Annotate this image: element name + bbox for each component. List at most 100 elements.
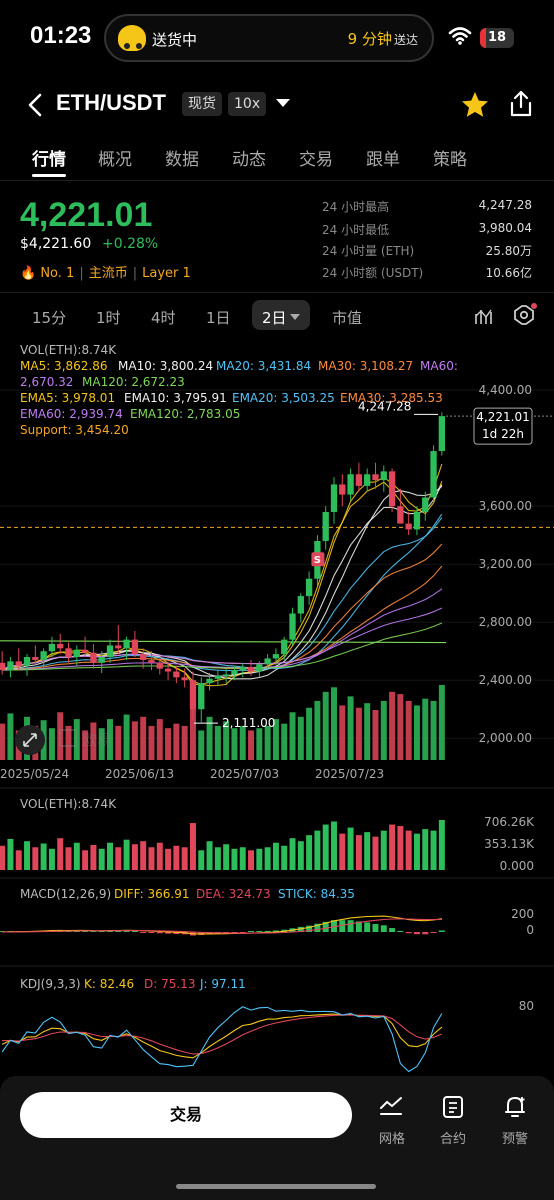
candle-2 [15, 661, 22, 666]
kdj-axis-80: 80 [519, 999, 534, 1013]
share-icon[interactable] [508, 90, 534, 118]
stat-low-value: 3,980.04 [478, 221, 532, 235]
current-price-tag [473, 407, 533, 445]
macd-bar-28 [231, 932, 238, 933]
favorite-star-icon[interactable] [460, 90, 490, 120]
contract-icon[interactable] [440, 1094, 466, 1120]
ema20-legend: EMA20: 3,503.25 [232, 391, 335, 405]
macd-bar-37 [306, 925, 313, 932]
tab-data[interactable]: 数据 [165, 150, 199, 170]
main-volume-bar-17 [140, 716, 147, 760]
vol-axis-mid: 353.13K [484, 837, 535, 851]
svg-text:欧易: 欧易 [82, 731, 112, 749]
kdj-d: D: 75.13 [144, 977, 195, 991]
alert-label[interactable]: 预警 [501, 1132, 528, 1147]
price-axis-label-0: 4,400.00 [479, 383, 532, 397]
contract-label[interactable]: 合约 [439, 1132, 466, 1147]
candle-8 [65, 648, 72, 658]
trade-button[interactable]: 交易 [20, 1092, 352, 1138]
tab-trade[interactable]: 交易 [299, 150, 333, 170]
category-link[interactable]: 主流币 [88, 266, 128, 281]
candle-25 [206, 678, 213, 684]
macd-bar-43 [355, 921, 362, 932]
grid-label[interactable]: 网格 [378, 1132, 405, 1147]
main-volume-bar-27 [223, 721, 230, 760]
alert-bell-icon[interactable] [502, 1094, 528, 1120]
volume-bar-52 [430, 830, 437, 870]
back-arrow-icon[interactable] [24, 92, 46, 118]
volume-bar-42 [347, 827, 354, 870]
candle-35 [289, 613, 296, 640]
candle-49 [405, 523, 412, 530]
fullscreen-icon[interactable] [15, 725, 45, 755]
macd-bar-46 [380, 925, 387, 932]
main-volume-bar-47 [389, 691, 396, 760]
volume-bar-31 [256, 848, 263, 870]
interval-2d[interactable]: 2日 [262, 309, 287, 327]
ma20-legend: MA20: 3,431.84 [216, 359, 311, 373]
main-volume-bar-35 [289, 712, 296, 760]
volume-bar-12 [98, 848, 105, 870]
tab-copy-trading[interactable]: 跟单 [366, 150, 400, 170]
delivery-live-activity[interactable]: 送货中 9 分钟 送达 [104, 14, 434, 62]
pair-dropdown-icon[interactable] [276, 99, 290, 107]
interval-1d[interactable]: 1日 [206, 309, 231, 327]
interval-15m[interactable]: 15分 [32, 309, 67, 327]
leverage-tag: 10x [228, 92, 267, 116]
tab-news[interactable]: 动态 [232, 150, 266, 170]
date-label-0: 2025/05/24 [0, 767, 69, 781]
volume-bar-14 [115, 847, 122, 870]
tab-strategy[interactable]: 策略 [433, 150, 467, 170]
candle-28 [231, 670, 238, 675]
volume-bar-39 [322, 824, 329, 870]
grid-icon[interactable] [378, 1094, 404, 1120]
main-volume-bar-23 [189, 689, 196, 760]
tab-market[interactable]: 行情 [32, 150, 66, 170]
interval-dropdown-icon[interactable] [290, 314, 300, 320]
volume-bar-9 [73, 842, 80, 870]
volume-bar-4 [32, 847, 39, 870]
interval-2d-selected[interactable] [252, 300, 310, 330]
volume-bar-11 [90, 845, 97, 870]
sell-marker [311, 552, 325, 567]
candle-43 [355, 474, 363, 486]
volume-bar-40 [331, 821, 337, 870]
trading-pair-title[interactable]: ETH/USDT [56, 90, 166, 115]
interval-4h[interactable]: 4时 [151, 309, 176, 327]
volume-bar-37 [306, 835, 313, 870]
main-volume-bar-45 [372, 710, 379, 760]
indicator-icon[interactable] [474, 306, 494, 326]
candle-40 [330, 484, 338, 512]
main-volume-bar-7 [57, 712, 64, 760]
kline-chart[interactable]: 4,400.00 3,600.00 3,200.00 2,800.00 2,400.00… [0, 340, 554, 1075]
volume-bar-38 [314, 830, 321, 870]
ma-line-8 [2, 588, 443, 671]
chart-settings-icon[interactable] [510, 302, 538, 330]
tabs-divider [0, 180, 554, 181]
volume-bar-7 [57, 838, 64, 870]
candle-14 [115, 645, 122, 649]
ma10-legend: MA10: 3,800.24 [118, 359, 213, 373]
volume-bar-17 [140, 841, 147, 870]
candle-50 [413, 511, 421, 530]
main-volume-bar-14 [115, 725, 122, 760]
candle-7 [57, 643, 64, 649]
interval-market-cap[interactable]: 市值 [332, 309, 363, 327]
macd-bar-53 [438, 930, 445, 932]
main-volume-bar-20 [165, 728, 172, 760]
candle-17 [140, 654, 147, 660]
ma60-value: 2,670.32 [20, 375, 73, 389]
layer-link[interactable]: Layer 1 [142, 266, 191, 281]
main-volume-bar-21 [173, 723, 180, 760]
candle-1 [7, 661, 14, 671]
volume-bar-28 [231, 848, 238, 870]
macd-bar-42 [347, 920, 354, 932]
main-volume-bar-6 [48, 728, 55, 760]
macd-bar-19 [156, 932, 163, 934]
tab-overview[interactable]: 概况 [98, 150, 132, 170]
volume-bar-16 [131, 844, 138, 870]
interval-1h[interactable]: 1时 [96, 309, 121, 327]
stat-high-value: 4,247.28 [478, 198, 532, 212]
battery-icon: 18 [480, 28, 514, 48]
candle-48 [397, 506, 404, 524]
